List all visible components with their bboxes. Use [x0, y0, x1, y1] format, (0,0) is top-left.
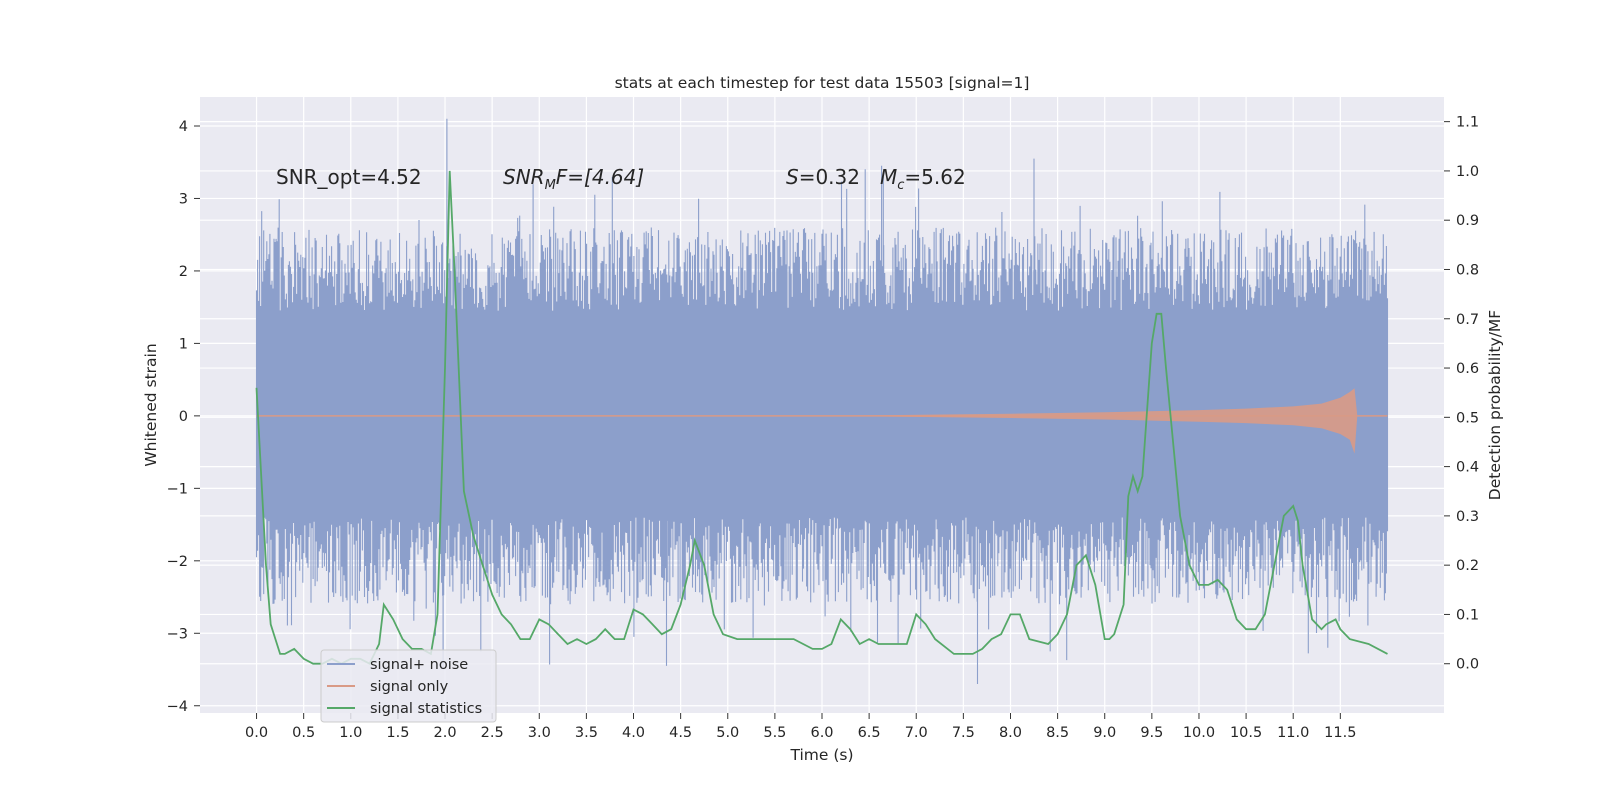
y-tick-label: −3 — [167, 626, 188, 642]
x-tick-label: 3.5 — [575, 725, 598, 741]
y2-tick-label: 0.2 — [1456, 558, 1479, 574]
x-tick-label: 0.5 — [292, 725, 315, 741]
annotation-s-main: S — [786, 165, 799, 189]
x-tick-label: 7.5 — [952, 725, 975, 741]
legend-box — [320, 649, 497, 723]
x-tick-label: 2.5 — [481, 725, 504, 741]
y-tick-label: 4 — [179, 119, 188, 135]
y-tick-label: −1 — [167, 481, 188, 497]
x-tick-label: 2.0 — [433, 725, 456, 741]
annotation-s: S=0.32 — [786, 165, 860, 189]
x-tick-label: 11.0 — [1277, 725, 1309, 741]
y-axis-label: Whitened strain — [142, 343, 160, 466]
annotation-s-rest: =0.32 — [799, 165, 860, 189]
x-axis-label: Time (s) — [789, 746, 853, 764]
x-tick-label: 10.0 — [1183, 725, 1215, 741]
legend-label-signal-only: signal only — [370, 679, 449, 695]
annotation-snr-mf-rest: F=[4.64] — [556, 165, 644, 189]
y-tick-label: −4 — [167, 699, 188, 715]
y2-tick-label: 1.0 — [1456, 164, 1479, 180]
y2-tick-label: 0.8 — [1456, 262, 1479, 278]
x-tick-label: 0.0 — [245, 725, 268, 741]
y2-tick-label: 0.5 — [1456, 410, 1479, 426]
x-tick-label: 4.0 — [622, 725, 645, 741]
y2-tick-label: 0.4 — [1456, 460, 1479, 476]
series-signal-only — [256, 388, 1388, 454]
y-tick-label: 3 — [179, 191, 188, 207]
y2-axis-ticks: 1.1 1.0 0.9 0.8 0.7 0.6 0.5 0.4 0.3 0.2 0.1 0.0 — [1444, 115, 1479, 673]
legend-label-signal-noise: signal+ noise — [370, 657, 468, 673]
x-tick-label: 10.5 — [1230, 725, 1262, 741]
y2-tick-label: 0.3 — [1456, 509, 1479, 525]
x-tick-label: 9.5 — [1140, 725, 1163, 741]
annotation-mc-sub: c — [897, 178, 904, 193]
legend: signal+ noise signal only signal statist… — [320, 649, 497, 723]
y2-tick-label: 0.7 — [1456, 312, 1479, 328]
y-tick-label: 0 — [179, 409, 188, 425]
annotation-snr-opt: SNR_opt=4.52 — [276, 165, 422, 189]
y-tick-label: 1 — [179, 336, 188, 352]
annotation-snr-mf: SNRMF=[4.64] — [503, 165, 644, 193]
x-tick-label: 4.5 — [669, 725, 692, 741]
x-tick-label: 7.0 — [905, 725, 928, 741]
y2-tick-label: 0.6 — [1456, 361, 1479, 377]
annotation-snr-mf-sub: M — [545, 178, 556, 193]
x-tick-label: 8.5 — [1046, 725, 1069, 741]
y2-tick-label: 0.9 — [1456, 213, 1479, 229]
x-tick-label: 5.5 — [763, 725, 786, 741]
x-tick-label: 8.0 — [999, 725, 1022, 741]
annotation-snr-mf-main: SNR — [503, 165, 545, 189]
annotation-mc-rest: =5.62 — [904, 165, 965, 189]
x-tick-label: 1.5 — [386, 725, 409, 741]
chart-title: stats at each timestep for test data 155… — [615, 74, 1030, 92]
y2-tick-label: 0.0 — [1456, 657, 1479, 673]
x-tick-label: 11.5 — [1324, 725, 1356, 741]
y2-axis-label: Detection probability/MF — [1486, 310, 1504, 501]
annotation-mc-main: M — [880, 165, 897, 189]
x-tick-label: 6.5 — [858, 725, 881, 741]
x-tick-label: 9.0 — [1093, 725, 1116, 741]
x-tick-label: 6.0 — [810, 725, 833, 741]
y-axis-ticks: 4 3 2 1 0 −1 −2 −3 −4 — [167, 119, 200, 715]
x-tick-label: 3.0 — [528, 725, 551, 741]
y-tick-label: 2 — [179, 264, 188, 280]
y2-tick-label: 1.1 — [1456, 115, 1479, 131]
x-tick-label: 5.0 — [716, 725, 739, 741]
y2-tick-label: 0.1 — [1456, 607, 1479, 623]
annotation-mc: Mc=5.62 — [880, 165, 966, 193]
x-axis-ticks: 0.0 0.5 1.0 1.5 2.0 2.5 3.0 3.5 4.0 4.5 5.0 5.5 6.0 6… — [245, 713, 1356, 741]
legend-label-signal-statistics: signal statistics — [370, 701, 482, 717]
x-tick-label: 1.0 — [339, 725, 362, 741]
y-tick-label: −2 — [167, 554, 188, 570]
